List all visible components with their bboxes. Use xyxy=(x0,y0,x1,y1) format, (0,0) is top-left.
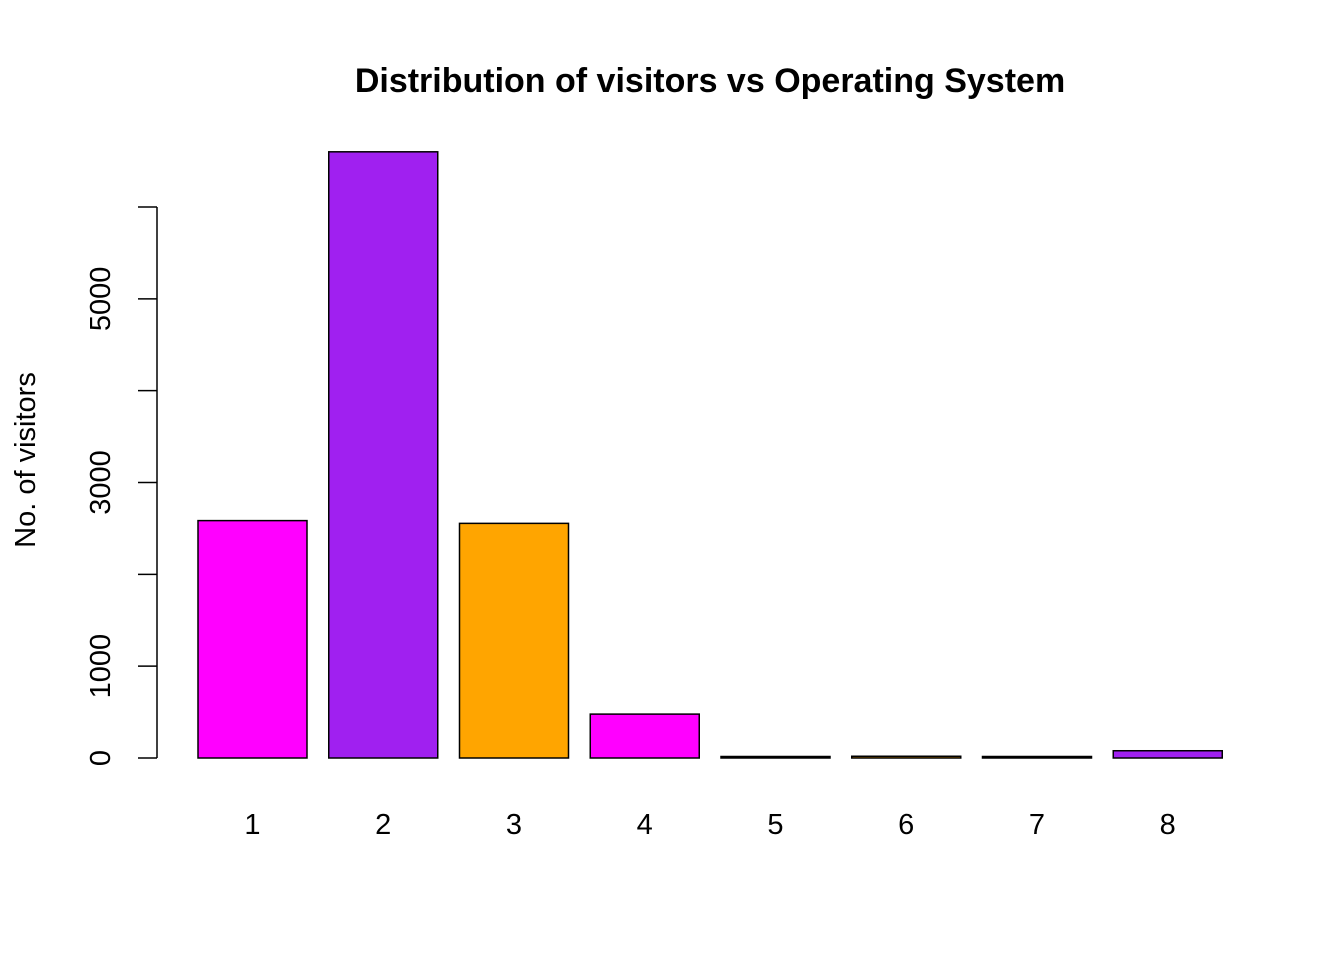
bar-2 xyxy=(328,151,439,759)
x-tick-label: 7 xyxy=(1029,809,1045,841)
y-tick-label: 0 xyxy=(85,750,117,766)
x-tick-label: 4 xyxy=(637,809,653,841)
bars-group xyxy=(197,151,1223,759)
y-axis-label: No. of visitors xyxy=(10,372,42,548)
bar-6 xyxy=(851,755,962,759)
bar-8 xyxy=(1112,749,1223,759)
y-tick-label: 1000 xyxy=(85,634,117,699)
bar-7 xyxy=(981,755,1093,759)
x-tick-label: 8 xyxy=(1160,809,1176,841)
x-tick-label: 5 xyxy=(767,809,783,841)
x-tick-labels: 1 2 3 4 5 6 7 8 xyxy=(244,809,1175,841)
y-axis: 0 1000 3000 5000 xyxy=(85,206,158,766)
y-tick-label: 3000 xyxy=(85,450,117,515)
x-tick-label: 2 xyxy=(375,809,391,841)
bar-3 xyxy=(458,522,570,759)
chart-title: Distribution of visitors vs Operating Sy… xyxy=(355,62,1065,100)
x-tick-label: 6 xyxy=(898,809,914,841)
y-tick-label: 5000 xyxy=(85,267,117,332)
x-tick-label: 3 xyxy=(506,809,522,841)
bar-5 xyxy=(720,755,831,759)
bar-4 xyxy=(589,713,700,759)
x-tick-label: 1 xyxy=(244,809,260,841)
bar-1 xyxy=(197,519,308,759)
